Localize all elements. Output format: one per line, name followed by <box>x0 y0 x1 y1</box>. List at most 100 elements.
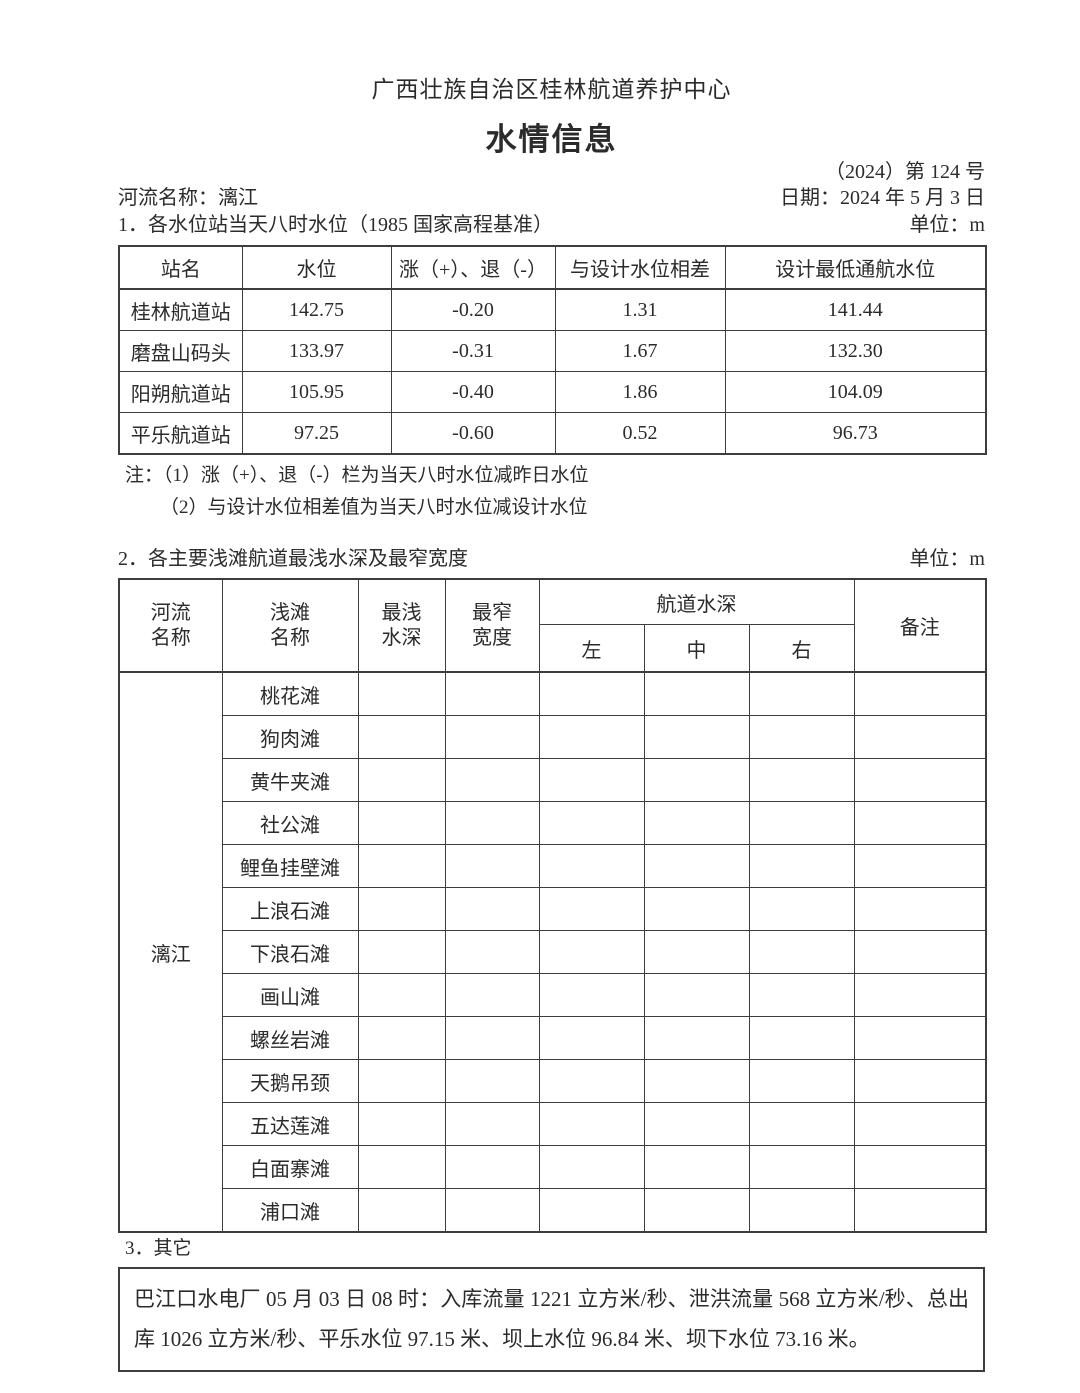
empty-cell <box>538 1059 645 1103</box>
empty-cell <box>643 715 750 759</box>
min-nav-level-cell: 132.30 <box>724 330 987 372</box>
empty-cell <box>538 715 645 759</box>
station-name-cell: 桂林航道站 <box>118 288 243 331</box>
shoal-row: 漓江 桃花滩 <box>118 671 987 1233</box>
empty-cell <box>853 1145 987 1189</box>
col-header-station: 站名 <box>118 245 243 290</box>
min-nav-level-cell: 96.73 <box>724 412 987 455</box>
shoal-row: 下浪石滩 <box>119 930 987 974</box>
section1-title: 1．各水位站当天八时水位（1985 国家高程基准） <box>118 214 553 236</box>
empty-cell <box>357 1188 446 1233</box>
empty-cell <box>748 887 855 931</box>
station-name-cell: 平乐航道站 <box>118 412 243 455</box>
shoal-name-cell: 螺丝岩滩 <box>221 1016 359 1060</box>
col-header-middle: 中 <box>643 624 750 673</box>
page-title: 水情信息 <box>485 122 618 157</box>
station-name-cell: 阳朔航道站 <box>118 371 243 413</box>
empty-cell <box>538 930 645 974</box>
col-header-remark: 备注 <box>853 578 987 673</box>
empty-cell <box>748 930 855 974</box>
shoal-name-cell: 社公滩 <box>221 801 359 845</box>
shoal-row: 狗肉滩 <box>119 715 987 759</box>
document-content: 广西壮族自治区桂林航道养护中心 水情信息 （2024）第 124 号 河流名称：… <box>118 0 987 1372</box>
empty-cell <box>853 973 987 1017</box>
rise-fall-cell: -0.40 <box>390 371 556 413</box>
hydropower-info-box: 巴江口水电厂 05 月 03 日 08 时：入库流量 1221 立方米/秒、泄洪… <box>118 1267 985 1372</box>
empty-cell <box>538 1145 645 1189</box>
empty-cell <box>643 844 750 888</box>
col-header-right: 右 <box>748 624 855 673</box>
empty-cell <box>643 973 750 1017</box>
empty-cell <box>538 1016 645 1060</box>
shoal-name-cell: 天鹅吊颈 <box>221 1059 359 1103</box>
empty-cell <box>748 1016 855 1060</box>
shoal-row: 社公滩 <box>119 801 987 845</box>
water-level-cell: 97.25 <box>241 412 392 455</box>
empty-cell <box>357 1102 446 1146</box>
shoal-row: 画山滩 <box>119 973 987 1017</box>
empty-cell <box>643 671 750 716</box>
empty-cell <box>444 844 540 888</box>
empty-cell <box>643 1059 750 1103</box>
empty-cell <box>643 887 750 931</box>
empty-cell <box>444 1188 540 1233</box>
col-header-channel-depth: 航道水深 <box>538 578 855 625</box>
org-name: 广西壮族自治区桂林航道养护中心 <box>371 77 732 102</box>
rise-fall-cell: -0.60 <box>390 412 556 455</box>
empty-cell <box>538 844 645 888</box>
water-level-cell: 142.75 <box>241 288 392 331</box>
empty-cell <box>538 1102 645 1146</box>
section1-title-row: 1．各水位站当天八时水位（1985 国家高程基准） 单位：m <box>118 212 985 239</box>
empty-cell <box>444 887 540 931</box>
empty-cell <box>748 758 855 802</box>
water-level-cell: 133.97 <box>241 330 392 372</box>
empty-cell <box>444 715 540 759</box>
empty-cell <box>643 930 750 974</box>
shoal-row: 天鹅吊颈 <box>119 1059 987 1103</box>
empty-cell <box>853 844 987 888</box>
col-header-left: 左 <box>538 624 645 673</box>
empty-cell <box>444 671 540 716</box>
min-nav-level-cell: 104.09 <box>724 371 987 413</box>
empty-cell <box>748 844 855 888</box>
empty-cell <box>538 758 645 802</box>
empty-cell <box>538 801 645 845</box>
col-header-rise-fall: 涨（+）、退（-） <box>390 245 556 290</box>
col-header-river-name: 河流 名称 <box>118 578 223 673</box>
empty-cell <box>853 671 987 716</box>
empty-cell <box>357 973 446 1017</box>
empty-cell <box>643 801 750 845</box>
empty-cell <box>748 973 855 1017</box>
empty-cell <box>748 801 855 845</box>
table-row: 桂林航道站 142.75 -0.20 1.31 141.44 <box>118 288 987 331</box>
section2-title-row: 2．各主要浅滩航道最浅水深及最窄宽度 单位：m <box>118 546 985 573</box>
empty-cell <box>357 887 446 931</box>
shoal-header-row-2: 左 中 右 <box>119 624 986 673</box>
diff-design-cell: 0.52 <box>554 412 726 455</box>
water-level-cell: 105.95 <box>241 371 392 413</box>
shoal-row: 黄牛夹滩 <box>119 758 987 802</box>
empty-cell <box>444 801 540 845</box>
empty-cell <box>748 1102 855 1146</box>
empty-cell <box>444 758 540 802</box>
water-level-header-row: 站名 水位 涨（+）、退（-） 与设计水位相差 设计最低通航水位 <box>118 245 987 290</box>
empty-cell <box>444 1059 540 1103</box>
empty-cell <box>357 844 446 888</box>
shoal-row: 螺丝岩滩 <box>119 1016 987 1060</box>
empty-cell <box>538 1188 645 1233</box>
empty-cell <box>853 758 987 802</box>
river-name-label: 河流名称：漓江 <box>118 187 258 209</box>
empty-cell <box>357 715 446 759</box>
shoal-row: 鲤鱼挂壁滩 <box>119 844 987 888</box>
empty-cell <box>444 1145 540 1189</box>
col-header-min-depth: 最浅 水深 <box>357 578 446 673</box>
station-name-cell: 磨盘山码头 <box>118 330 243 372</box>
empty-cell <box>748 1059 855 1103</box>
shoal-name-cell: 白面寨滩 <box>221 1145 359 1189</box>
table-row: 阳朔航道站 105.95 -0.40 1.86 104.09 <box>118 371 987 413</box>
section1-unit-label: 单位：m <box>909 214 985 236</box>
empty-cell <box>853 887 987 931</box>
shoal-row: 上浪石滩 <box>119 887 987 931</box>
empty-cell <box>643 1145 750 1189</box>
empty-cell <box>643 1016 750 1060</box>
